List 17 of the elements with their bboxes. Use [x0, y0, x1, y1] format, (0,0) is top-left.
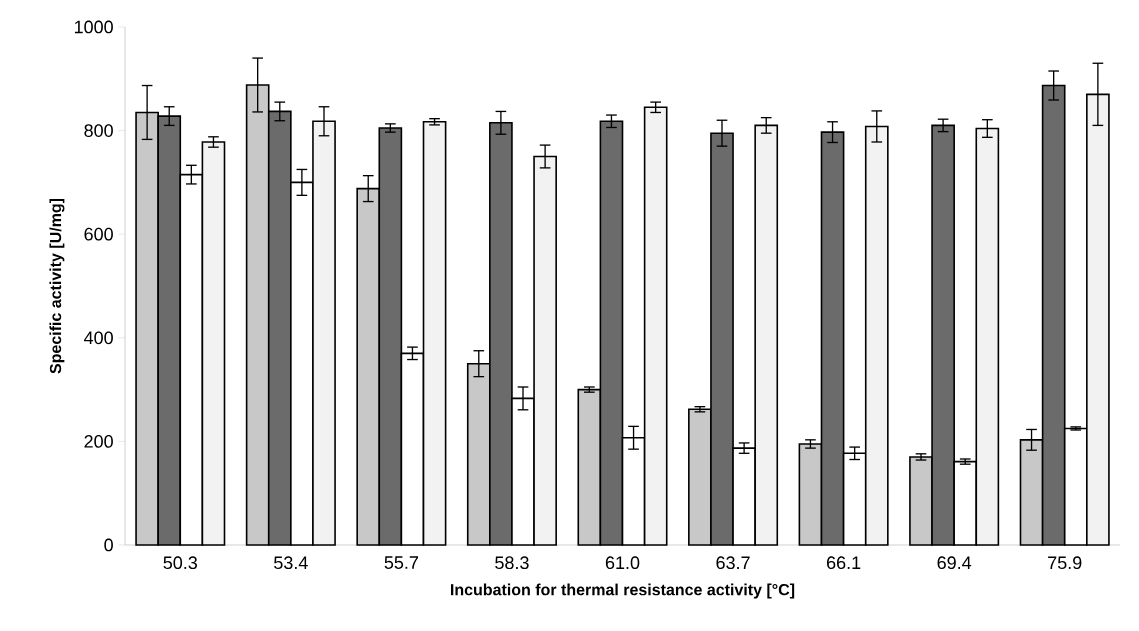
x-axis-title: Incubation for thermal resistance activity [°C]	[451, 583, 795, 599]
x-tick-label: 58.3	[495, 556, 529, 570]
x-tick-label: 66.1	[827, 556, 861, 570]
x-tick-label: 50.3	[163, 556, 198, 570]
y-tick-label: 1000	[74, 20, 113, 34]
x-tick-label: 75.9	[1048, 556, 1082, 570]
x-tick-label: 63.7	[716, 556, 750, 570]
y-tick-label: 200	[84, 435, 113, 448]
y-tick-label: 0	[104, 538, 113, 552]
y-tick-label: 600	[84, 227, 113, 241]
x-tick-label: 53.4	[274, 556, 308, 570]
y-tick-label: 400	[84, 331, 113, 345]
x-tick-label: 61.0	[605, 556, 640, 570]
x-tick-label: 69.4	[937, 556, 972, 570]
y-tick-label: 800	[84, 124, 113, 137]
y-axis-title: Specific activity [U/mg]	[49, 198, 65, 374]
x-tick-label: 55.7	[384, 556, 419, 569]
